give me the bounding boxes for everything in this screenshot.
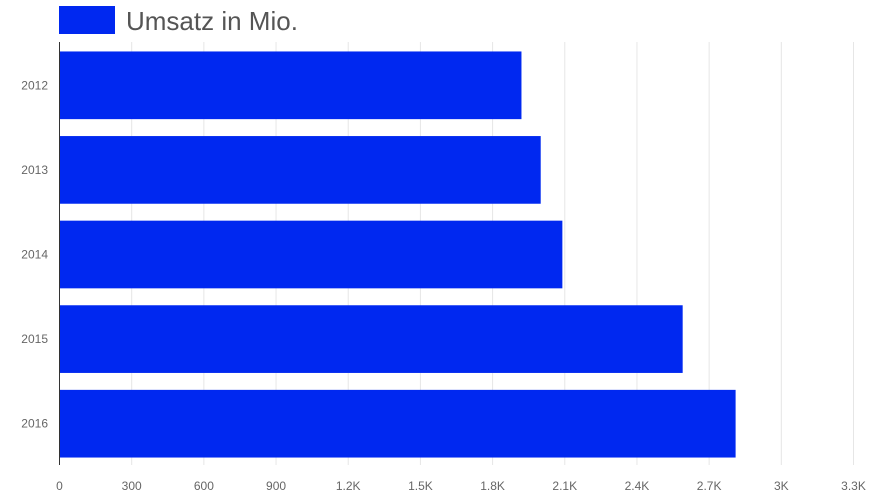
x-tick-label: 900: [266, 479, 286, 493]
x-tick-label: 1.2K: [336, 479, 361, 493]
legend-swatch: [59, 6, 115, 34]
y-axis-labels: 2012 2013 2014 2015 2016: [21, 78, 48, 430]
bar-2012[interactable]: [59, 51, 522, 120]
legend-label: Umsatz in Mio.: [126, 6, 298, 36]
y-tick-label: 2015: [21, 332, 48, 346]
legend[interactable]: Umsatz in Mio.: [59, 6, 298, 36]
bar-2016[interactable]: [59, 389, 736, 458]
bar-2013[interactable]: [59, 136, 541, 204]
bar-2014[interactable]: [59, 220, 563, 289]
x-tick-label: 2.7K: [697, 479, 722, 493]
bars: [59, 51, 736, 458]
y-tick-label: 2016: [21, 417, 48, 431]
x-tick-label: 3.3K: [841, 479, 866, 493]
y-tick-label: 2012: [21, 78, 48, 92]
x-tick-label: 0: [56, 479, 63, 493]
x-axis-labels: 0 300 600 900 1.2K 1.5K 1.8K 2.1K 2.4K 2.7K 3K 3.3K: [56, 479, 866, 493]
x-tick-label: 2.4K: [625, 479, 650, 493]
x-tick-label: 300: [122, 479, 142, 493]
bar-2015[interactable]: [59, 305, 683, 373]
x-tick-label: 1.5K: [408, 479, 433, 493]
y-tick-label: 2013: [21, 163, 48, 177]
x-tick-label: 3K: [774, 479, 789, 493]
x-tick-label: 2.1K: [552, 479, 577, 493]
x-tick-label: 600: [194, 479, 214, 493]
y-tick-label: 2014: [21, 248, 48, 262]
x-tick-label: 1.8K: [480, 479, 505, 493]
